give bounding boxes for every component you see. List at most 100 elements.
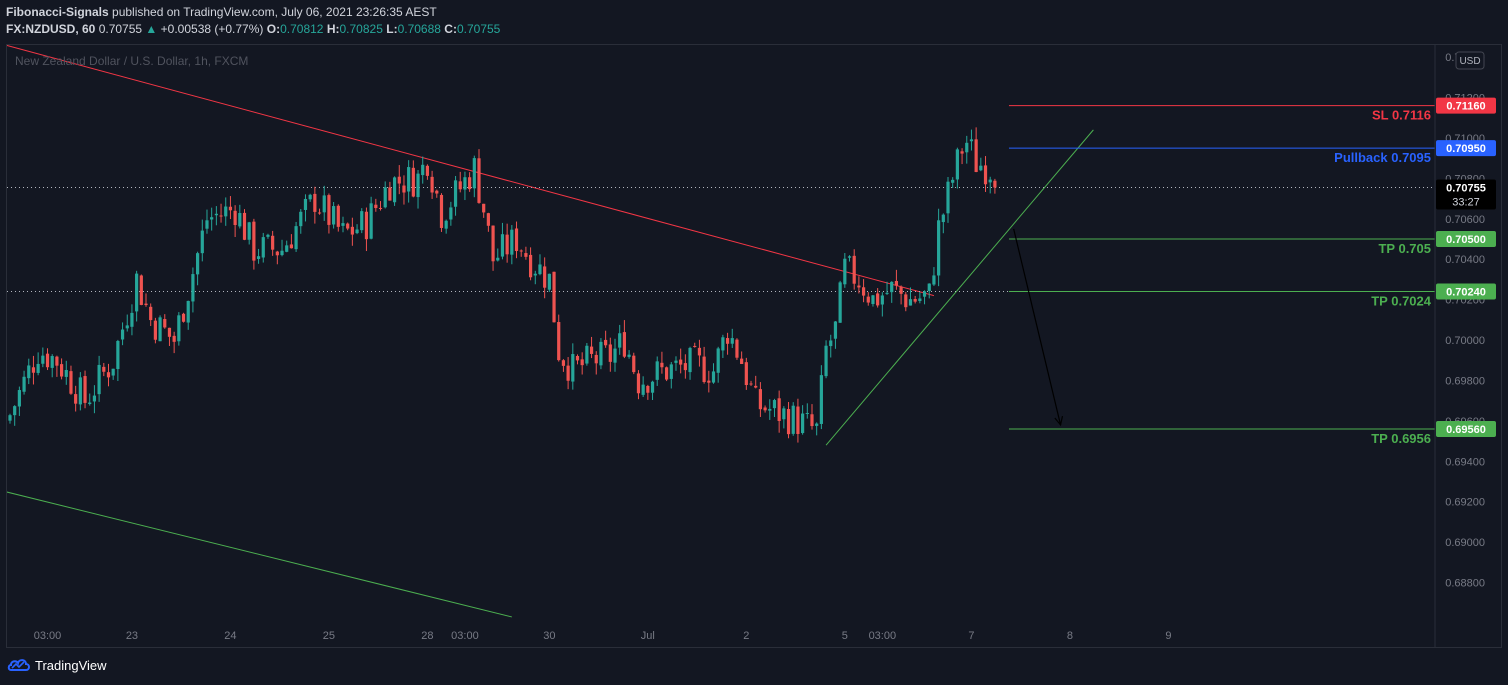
currency-badge[interactable]: USD: [1455, 51, 1485, 70]
candle: [721, 337, 725, 351]
candle: [181, 313, 186, 322]
candle: [749, 383, 753, 385]
candle: [472, 158, 476, 189]
publisher-name[interactable]: Fibonacci-Signals: [6, 5, 109, 19]
x-tick-label: 03:00: [451, 630, 479, 642]
candle: [932, 275, 936, 285]
level-tag-TP2: [1436, 283, 1496, 300]
candle: [557, 322, 561, 361]
candle: [233, 210, 237, 226]
candle: [679, 359, 683, 365]
candle: [665, 367, 669, 380]
candle: [566, 365, 570, 381]
candle: [374, 204, 378, 209]
candle: [238, 213, 242, 227]
candle: [196, 253, 200, 275]
candle: [158, 317, 162, 342]
candle: [927, 283, 931, 291]
level-label-SL: SL 0.7116: [1372, 108, 1431, 123]
candle: [392, 177, 397, 203]
level-label-TP3: TP 0.6956: [1371, 431, 1431, 446]
candle: [336, 205, 340, 227]
candle: [735, 339, 739, 358]
close-value: 0.70755: [456, 22, 501, 36]
candle: [660, 362, 664, 368]
candle: [421, 164, 425, 176]
candle: [782, 408, 786, 420]
candle: [528, 254, 533, 278]
candle: [847, 256, 852, 258]
candle: [843, 258, 847, 285]
candle: [861, 287, 866, 296]
candle: [256, 256, 261, 259]
candle: [988, 179, 992, 183]
publish-info: Fibonacci-Signals published on TradingVi…: [6, 5, 437, 19]
candle: [876, 293, 880, 306]
y-tick-label: 0.68800: [1445, 578, 1485, 590]
candle: [289, 244, 293, 249]
candle: [693, 345, 697, 347]
candle: [857, 285, 861, 288]
y-tick-label: 0.70400: [1445, 254, 1485, 266]
candle: [599, 341, 603, 366]
candle: [702, 356, 706, 383]
candle: [937, 220, 941, 276]
candle: [622, 332, 626, 357]
candle: [50, 356, 54, 368]
y-tick-label: 0.69800: [1445, 375, 1485, 387]
candle: [163, 319, 167, 328]
candle: [740, 358, 744, 364]
candle: [482, 203, 486, 213]
tradingview-cloud-icon: [7, 659, 30, 671]
candle: [355, 229, 359, 234]
candle: [120, 329, 125, 340]
candle: [388, 187, 392, 201]
candle: [458, 181, 462, 190]
candle: [866, 296, 870, 303]
candle: [111, 368, 115, 376]
candle: [815, 423, 819, 426]
candle: [801, 413, 805, 434]
level-tag-text-TP1: 0.70500: [1446, 234, 1486, 246]
chart-canvas[interactable]: SL 0.7116 Pullback 0.7095 TP 0.705 TP 0.702…: [5, 44, 1501, 647]
level-tag-Pullback: [1436, 140, 1496, 157]
candle: [561, 360, 566, 366]
current-price-tag: [1436, 179, 1496, 210]
x-tick-label: 03:00: [34, 630, 62, 642]
candle: [491, 225, 495, 262]
candle: [364, 211, 369, 240]
open-label: O:: [266, 22, 281, 36]
candle: [247, 222, 251, 240]
candle: [594, 354, 598, 364]
candle: [500, 234, 505, 257]
candle: [763, 407, 767, 411]
candle: [646, 385, 650, 393]
candle: [360, 211, 364, 231]
candle: [604, 339, 608, 346]
candle: [819, 375, 823, 424]
last-price: 0.70755: [98, 22, 143, 36]
low-label: L:: [386, 22, 398, 36]
candle: [519, 250, 523, 252]
candle: [144, 303, 148, 306]
candle: [463, 177, 467, 190]
level-tag-text-Pullback: 0.70950: [1446, 143, 1486, 155]
candle: [627, 354, 631, 357]
candle: [341, 223, 345, 226]
symbol-label[interactable]: FX:NZDUSD, 60: [6, 22, 96, 36]
candle: [969, 139, 974, 142]
candle: [106, 372, 111, 378]
candle: [829, 340, 833, 347]
candle: [871, 295, 875, 305]
candle: [219, 215, 223, 217]
candle: [552, 271, 556, 323]
candle: [983, 165, 988, 185]
candle: [435, 190, 439, 194]
tradingview-logo[interactable]: TradingView: [7, 656, 107, 674]
candle: [69, 371, 73, 394]
candle: [468, 177, 472, 190]
candle: [242, 212, 247, 240]
candle: [78, 377, 82, 405]
chart-area[interactable]: SL 0.7116 Pullback 0.7095 TP 0.705 TP 0.702…: [5, 44, 1502, 648]
candle: [838, 282, 842, 323]
